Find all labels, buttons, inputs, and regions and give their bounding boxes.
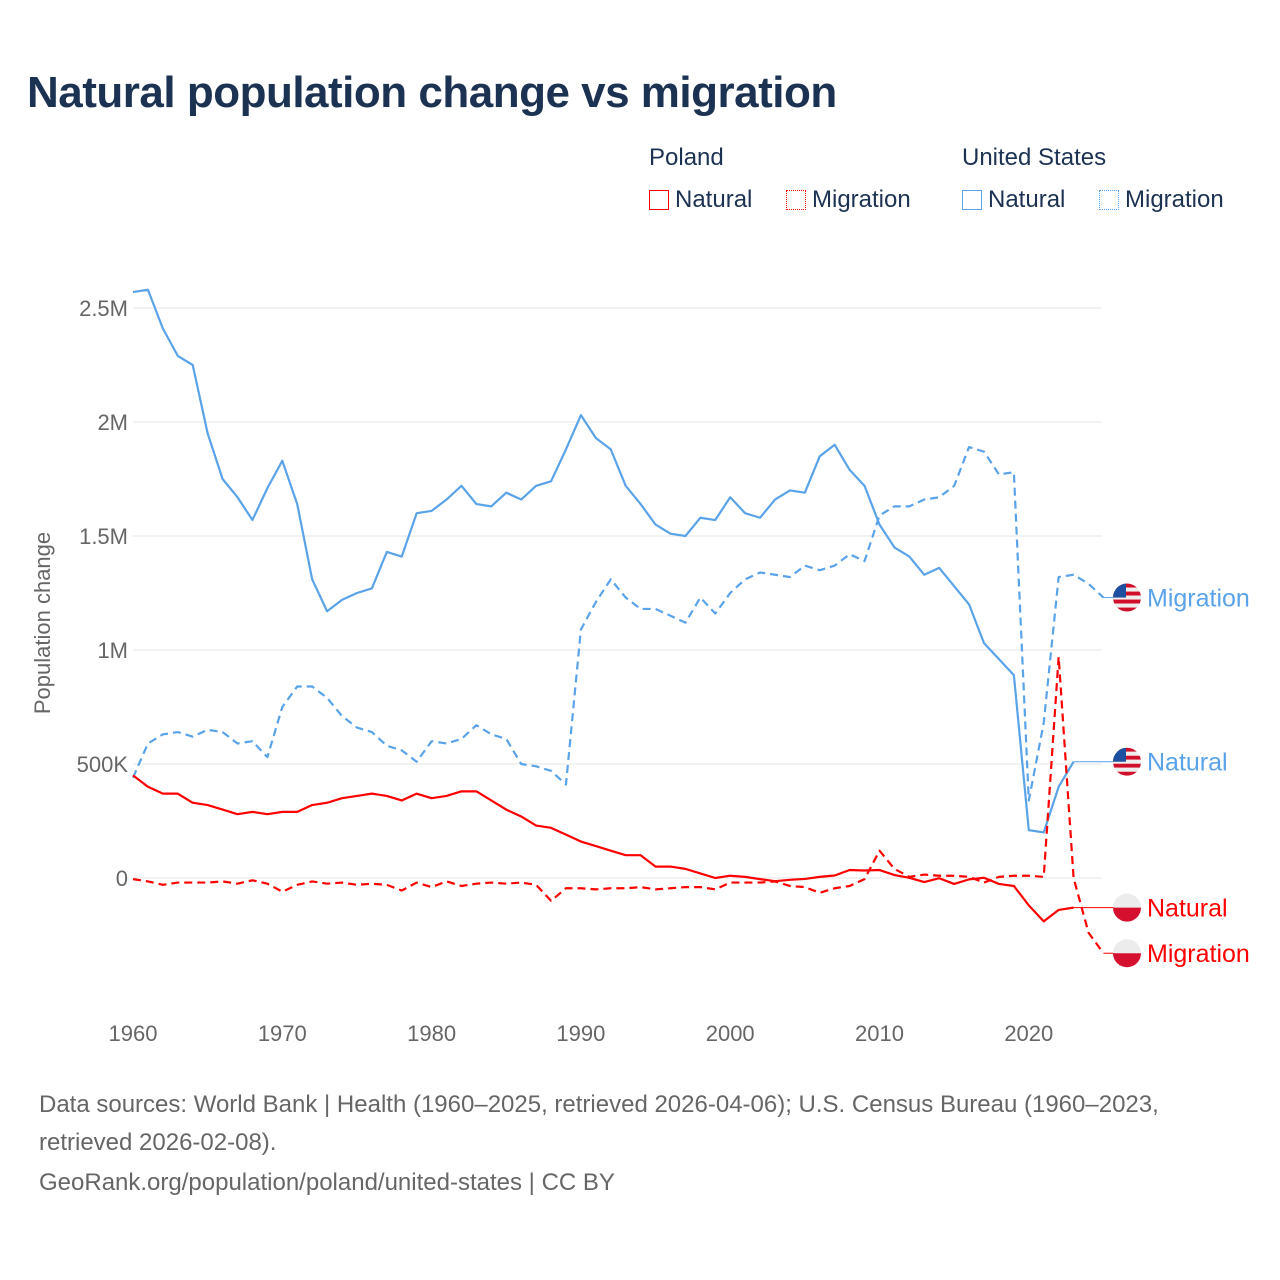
y-tick-label: 2M (97, 410, 128, 435)
footer-sources: Data sources: World Bank | Health (1960–… (39, 1091, 1159, 1118)
x-tick-label: 1980 (407, 1021, 456, 1046)
series-line-poland-migration (132, 655, 1105, 954)
series-end-label: Migration (1147, 940, 1250, 968)
legend-label: Migration (812, 186, 911, 213)
chart-title: Natural population change vs migration (27, 68, 837, 117)
legend-group-poland: Poland (649, 144, 724, 171)
y-tick-label: 0 (116, 866, 128, 891)
y-axis-label: Population change (30, 532, 55, 714)
series-end-label: Natural (1147, 895, 1228, 923)
us-flag-icon (1113, 583, 1141, 612)
x-tick-label: 2010 (855, 1021, 904, 1046)
poland-flag-icon (1113, 939, 1141, 968)
us-flag-icon (1113, 747, 1141, 776)
x-tick-label: 1960 (109, 1021, 158, 1046)
x-tick-label: 2020 (1004, 1021, 1053, 1046)
legend-label: Natural (675, 186, 753, 213)
legend-us-natural[interactable]: Natural (962, 186, 1065, 214)
legend-swatch-dotted (1099, 190, 1119, 210)
legend-label: Migration (1125, 186, 1224, 213)
legend-swatch-dotted (786, 190, 806, 210)
legend-group-united-states: United States (962, 144, 1107, 171)
y-tick-label: 1M (97, 638, 128, 663)
poland-flag-icon (1113, 893, 1141, 922)
legend-swatch-solid (649, 190, 669, 210)
y-tick-label: 1.5M (79, 524, 128, 549)
footer-link[interactable]: GeoRank.org/population/poland/united-sta… (39, 1169, 615, 1196)
x-tick-label: 1990 (556, 1021, 605, 1046)
y-tick-label: 2.5M (79, 296, 128, 321)
footer-sources-cont: retrieved 2026-02-08). (39, 1129, 277, 1156)
series-end-label: Migration (1147, 585, 1250, 613)
legend-poland-migration[interactable]: Migration (786, 186, 911, 214)
x-tick-label: 2000 (706, 1021, 755, 1046)
series-line-united-states-migration (131, 445, 1105, 802)
legend-poland-natural[interactable]: Natural (649, 186, 752, 214)
legend-swatch-solid (962, 190, 982, 210)
y-tick-label: 500K (77, 752, 129, 777)
series-line-poland-natural (132, 774, 1074, 923)
series-line-united-states-natural (132, 288, 1075, 834)
series-end-label: Natural (1147, 749, 1228, 777)
x-tick-label: 1970 (258, 1021, 307, 1046)
legend-label: Natural (988, 186, 1066, 213)
legend-us-migration[interactable]: Migration (1099, 186, 1224, 214)
